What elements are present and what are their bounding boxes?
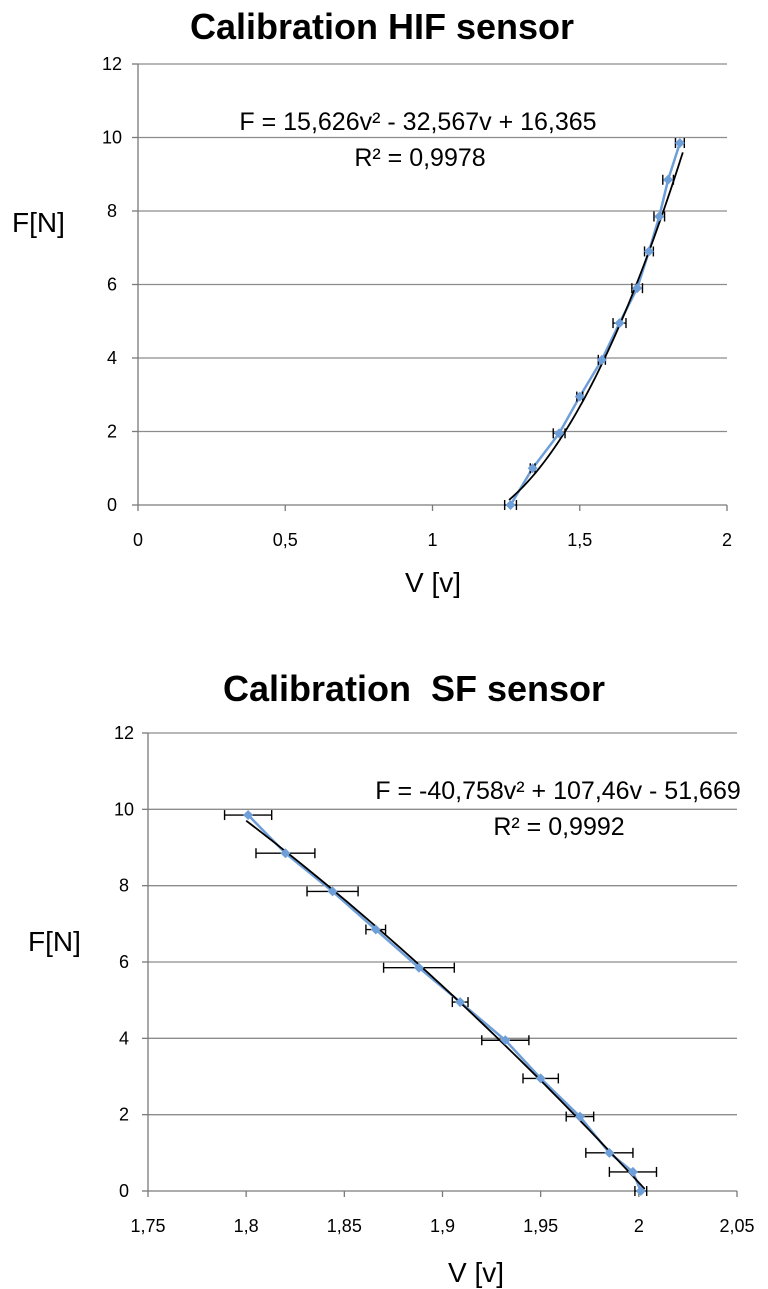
chart-title: Calibration SF sensor <box>222 668 606 709</box>
trendline <box>508 152 684 501</box>
x-axis-label: V [v] <box>448 1257 504 1288</box>
data-point <box>554 428 565 439</box>
trendline <box>245 819 646 1190</box>
data-point <box>455 997 466 1008</box>
data-point <box>527 463 538 474</box>
data-point <box>413 962 424 973</box>
data-point <box>243 810 254 821</box>
y-tick-label: 2 <box>119 1105 129 1125</box>
y-tick-label: 0 <box>107 495 117 515</box>
trendline-equation: F = -40,758v² + 107,46v - 51,669 <box>375 777 741 805</box>
chart-sf-sensor: Calibration SF sensor 0 2 4 6 8 10 12 1,75 1,8 1,… <box>0 660 768 1289</box>
x-tick-label: 1,8 <box>234 1216 259 1236</box>
trendline-equation: F = 15,626v² - 32,567v + 16,365 <box>239 108 596 136</box>
data-point <box>280 848 291 859</box>
x-axis-label: V [v] <box>405 567 461 598</box>
series-line <box>509 142 682 506</box>
y-tick-label: 6 <box>107 275 117 295</box>
y-tick-label: 10 <box>102 128 122 148</box>
data-point <box>604 1147 615 1158</box>
y-tick-label: 4 <box>107 348 117 368</box>
series-line <box>247 814 642 1192</box>
y-tick-label: 10 <box>114 799 134 819</box>
data-point <box>674 138 685 149</box>
chart-title: Calibration HIF sensor <box>189 6 575 47</box>
y-tick-label: 8 <box>107 201 117 221</box>
data-point <box>632 283 643 294</box>
y-tick-label: 12 <box>102 54 122 74</box>
x-tick-label: 1,75 <box>130 1216 165 1236</box>
data-point <box>643 246 654 257</box>
chart-hif-plot: 0 2 4 6 8 10 12 0 0,5 1 1,5 2 V [v] F[N] F = 15,626v² … <box>12 54 732 598</box>
x-tick-label: 1,95 <box>523 1216 558 1236</box>
x-tick-label: 1,9 <box>430 1216 455 1236</box>
data-point <box>500 1035 511 1046</box>
x-tick-label: 2 <box>722 530 732 550</box>
y-tick-label: 6 <box>119 952 129 972</box>
x-tick-label: 1,85 <box>327 1216 362 1236</box>
x-tick-label: 2,05 <box>719 1216 754 1236</box>
chart-sf-plot: 0 2 4 6 8 10 12 1,75 1,8 1,85 1,9 1,95 2 2,05 V [v] F[N… <box>28 723 755 1288</box>
x-tick-label: 0,5 <box>273 530 298 550</box>
r-squared-label: R² = 0,9992 <box>493 813 624 841</box>
data-point <box>505 500 516 510</box>
data-point <box>574 391 585 402</box>
data-point <box>327 886 338 897</box>
data-point <box>635 1186 646 1196</box>
chart-hif-sensor: Calibration HIF sensor 0 2 4 6 8 10 12 0 0,5 1 1,5… <box>0 0 768 620</box>
x-tick-label: 2 <box>634 1216 644 1236</box>
data-point <box>574 1111 585 1122</box>
data-point <box>614 318 625 329</box>
data-point <box>663 174 674 185</box>
data-point <box>370 924 381 935</box>
x-tick-label: 1,5 <box>567 530 592 550</box>
y-tick-label: 8 <box>119 876 129 896</box>
y-axis-label: F[N] <box>12 207 65 238</box>
r-squared-label: R² = 0,9978 <box>354 144 485 172</box>
data-point <box>596 354 607 365</box>
y-tick-label: 4 <box>119 1028 129 1048</box>
y-tick-label: 2 <box>107 422 117 442</box>
y-tick-label: 0 <box>119 1181 129 1201</box>
x-tick-label: 1 <box>427 530 437 550</box>
data-point <box>654 211 665 222</box>
data-point <box>535 1073 546 1084</box>
x-tick-label: 0 <box>133 530 143 550</box>
y-tick-label: 12 <box>114 723 134 743</box>
y-axis-label: F[N] <box>28 926 81 957</box>
